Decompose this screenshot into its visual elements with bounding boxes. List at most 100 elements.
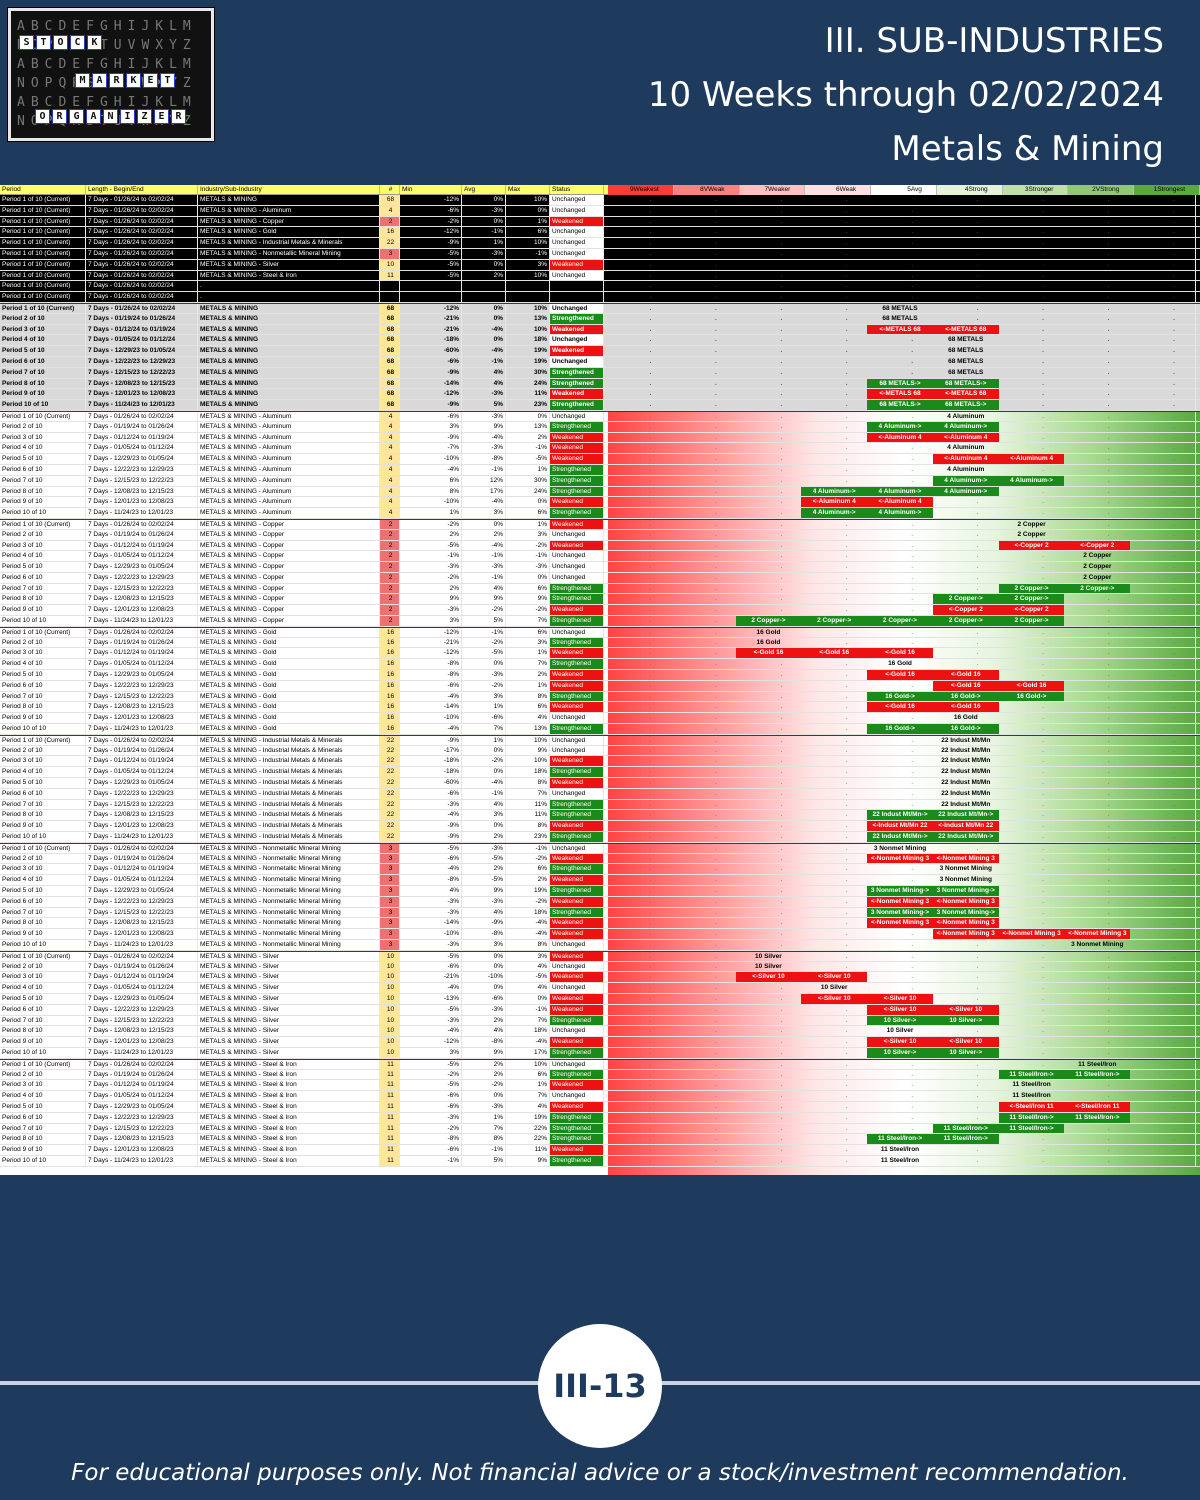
- heat-cell-empty: .: [714, 822, 717, 830]
- heat-header-8vweak[interactable]: 8VWeak: [673, 185, 740, 195]
- cell-count: [380, 292, 400, 302]
- cell-min: -6%: [400, 1101, 462, 1112]
- heat-cell-empty: .: [845, 681, 848, 689]
- heatmap-row: ........3 Nonmet Mining: [604, 875, 1196, 885]
- cell-status: Strengthened: [550, 1112, 604, 1123]
- heat-cell-empty: .: [1107, 887, 1110, 894]
- cell-industry: METALS & MINING - Aluminum: [198, 421, 380, 432]
- header-length[interactable]: Length - Begin/End: [86, 185, 198, 194]
- heat-cell-empty: .: [1107, 293, 1110, 301]
- cell-status: Strengthened: [550, 616, 604, 626]
- cell-status: Weakened: [550, 993, 604, 1004]
- heat-cell-empty: .: [845, 1060, 848, 1068]
- heat-cell-empty: .: [1042, 196, 1045, 203]
- cell-period: Period 8 of 10: [0, 1026, 86, 1037]
- heat-cell-red: <-Copper 2: [998, 540, 1065, 551]
- cell-count: 22: [380, 745, 400, 756]
- cell-length: 7 Days - 12/01/23 to 12/08/23: [86, 713, 198, 724]
- heatmap-row: ....... 10 Silver-> 10 Silver->: [604, 1015, 1196, 1026]
- heat-cell-empty: .: [714, 865, 717, 873]
- cell-length: 7 Days - 12/15/23 to 12/22/23: [86, 1123, 198, 1134]
- heat-header-7weaker[interactable]: 7Weaker: [739, 185, 806, 195]
- heat-cell-empty: .: [976, 660, 979, 668]
- header-max[interactable]: Max: [506, 185, 550, 194]
- heat-cell-plain: 3 Nonmet Mining: [939, 865, 992, 873]
- table-row: Period 10 of 10 7 Days - 11/24/23 to 12/0…: [0, 939, 1200, 951]
- heat-cell-empty: .: [1172, 897, 1175, 905]
- heat-cell-empty: .: [845, 844, 848, 852]
- heat-header-9weakest[interactable]: 9Weakest: [608, 185, 674, 195]
- header-min[interactable]: Min: [400, 185, 462, 194]
- cell-status: Unchanged: [550, 195, 604, 205]
- heatmap-row: .........: [604, 292, 1196, 302]
- heat-cell-plain: 2 Copper: [1083, 563, 1112, 571]
- cell-status: Unchanged: [550, 983, 604, 993]
- cell-status: Strengthened: [550, 1015, 604, 1026]
- cell-period: Period 6 of 10: [0, 1112, 86, 1123]
- cell-max: 3%: [506, 637, 550, 648]
- cell-industry: .: [198, 281, 380, 292]
- cell-max: 6%: [506, 227, 550, 238]
- heat-cell-plain: 68 METALS: [882, 304, 918, 312]
- heat-header-5avg[interactable]: 5Avg: [871, 185, 937, 195]
- heat-cell-plain: 16 Gold: [756, 628, 781, 636]
- heat-cell-plain: 11 Steel/Iron: [880, 1156, 920, 1164]
- cell-period: Period 8 of 10: [0, 486, 86, 497]
- heat-cell-empty: .: [1172, 217, 1175, 225]
- heat-cell-green: 11 Steel/Iron->: [932, 1123, 999, 1134]
- cell-status: Strengthened: [550, 421, 604, 432]
- cell-status: Weakened: [550, 1080, 604, 1091]
- heat-cell-empty: .: [976, 1156, 979, 1164]
- heat-header-2vstrong[interactable]: 2VStrong: [1068, 185, 1135, 195]
- cell-status: Strengthened: [550, 508, 604, 518]
- heat-cell-empty: .: [1172, 606, 1175, 614]
- heat-cell-empty: .: [714, 401, 717, 409]
- heat-cell-empty: .: [845, 260, 848, 268]
- heat-cell-empty: .: [714, 260, 717, 268]
- heat-cell-empty: .: [1172, 541, 1175, 549]
- heat-cell-empty: .: [845, 638, 848, 646]
- heat-cell-empty: .: [1107, 206, 1110, 214]
- heat-cell-empty: .: [1042, 779, 1045, 787]
- heat-cell-empty: .: [845, 789, 848, 797]
- heat-cell-empty: .: [649, 1135, 652, 1143]
- heat-cell-empty: .: [649, 854, 652, 862]
- heat-cell-empty: .: [649, 239, 652, 247]
- heat-cell-empty: .: [714, 379, 717, 387]
- heatmap-row: ........ 22 Indust Mt/Mn: [604, 788, 1196, 799]
- heat-header-4strong[interactable]: 4Strong: [936, 185, 1003, 195]
- heatmap-row: ........2 Copper: [604, 551, 1196, 562]
- heat-cell-empty: .: [845, 347, 848, 355]
- cell-max: [506, 281, 550, 292]
- header-count[interactable]: #: [380, 185, 400, 194]
- heat-cell-empty: .: [1172, 552, 1175, 560]
- heat-header-3stronger[interactable]: 3Stronger: [1002, 185, 1069, 195]
- heat-cell-empty: .: [1107, 368, 1110, 376]
- header-avg[interactable]: Avg: [462, 185, 506, 194]
- heat-header-1strongest[interactable]: 1Strongest: [1134, 185, 1200, 195]
- heatmap-row: ....... <-Aluminum 4 <-Aluminum 4: [604, 454, 1196, 464]
- header-period[interactable]: Period: [0, 185, 86, 194]
- table-row: Period 9 of 10 7 Days - 12/01/23 to 12/08…: [0, 821, 1200, 833]
- header-industry[interactable]: Industry/Sub-Industry: [198, 185, 380, 194]
- cell-period: Period 7 of 10: [0, 475, 86, 486]
- cell-count: 10: [380, 259, 400, 270]
- heat-cell-empty: .: [649, 844, 652, 852]
- cell-max: -5%: [506, 454, 550, 464]
- cell-count: 3: [380, 886, 400, 896]
- heat-cell-empty: .: [780, 1156, 783, 1164]
- heat-cell-empty: .: [714, 552, 717, 560]
- heat-cell-green: 16 Gold->: [867, 724, 933, 734]
- heat-cell-empty: .: [1107, 768, 1110, 776]
- cell-max: 22%: [506, 1134, 550, 1145]
- heat-header-6weak[interactable]: 6Weak: [805, 185, 872, 195]
- heatmap-row: ........3 Nonmet Mining: [604, 843, 1196, 853]
- cell-min: -14%: [400, 918, 462, 929]
- heatmap-row: .......3 Nonmet Mining-> 3 Nonmet Mining-…: [604, 907, 1196, 918]
- table-row: Period 1 of 10 (Current) 7 Days - 01/26/2…: [0, 734, 1200, 746]
- header-status[interactable]: Status: [550, 185, 604, 194]
- heat-cell-empty: .: [1172, 465, 1175, 473]
- heat-cell-empty: .: [780, 930, 783, 938]
- heat-cell-empty: .: [780, 1070, 783, 1078]
- cell-max: 10%: [506, 324, 550, 335]
